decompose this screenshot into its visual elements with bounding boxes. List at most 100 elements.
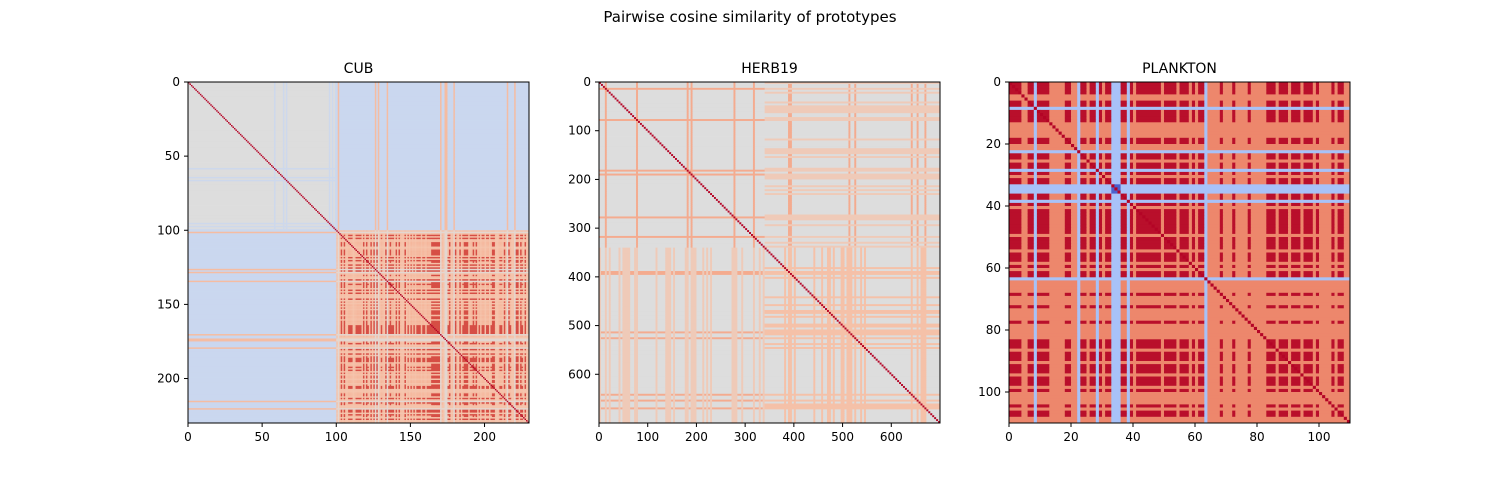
- heatmap-cell-run: [284, 90, 287, 93]
- heatmap-cell-run: [377, 98, 380, 101]
- heatmap-cell-run: [374, 136, 377, 139]
- heatmap-cell-run: [441, 142, 445, 145]
- heatmap-cell-run: [188, 113, 220, 116]
- heatmap-cell-run: [514, 96, 517, 99]
- heatmap-cell-run: [337, 104, 340, 107]
- heatmap-cell-run: [508, 105, 515, 108]
- heatmap-cell-run: [506, 135, 509, 138]
- heatmap-cell-run: [334, 132, 337, 135]
- heatmap-cell-run: [205, 98, 275, 101]
- heatmap-cell-run: [273, 111, 276, 114]
- heatmap-cell-run: [506, 119, 509, 121]
- heatmap-cell-run: [444, 86, 448, 89]
- heatmap-cell-run: [508, 82, 515, 84]
- heatmap-cell-run: [508, 92, 515, 95]
- heatmap-cell-run: [386, 111, 389, 114]
- heatmap-cell-run: [226, 119, 275, 121]
- heatmap-cell-run: [515, 138, 529, 141]
- heatmap-cell-run: [229, 122, 275, 124]
- heatmap-cell-run: [331, 89, 334, 92]
- heatmap-cell-run: [330, 96, 333, 99]
- heatmap-cell-run: [388, 104, 441, 107]
- heatmap-cell-run: [515, 125, 529, 127]
- heatmap-cell-run: [287, 123, 330, 126]
- heatmap-cell-run: [441, 132, 445, 135]
- heatmap-cell-run: [453, 111, 456, 114]
- heatmap-cell-run: [336, 132, 339, 135]
- heatmap-cell-run: [506, 95, 509, 98]
- heatmap-cell-run: [336, 145, 339, 148]
- heatmap-cell-run: [441, 122, 445, 124]
- heatmap-cell-run: [188, 144, 251, 147]
- heatmap-cell-run: [339, 127, 376, 130]
- heatmap-cell-run: [284, 144, 287, 147]
- heatmap-cell-run: [242, 136, 245, 139]
- heatmap-cell-run: [337, 127, 340, 130]
- heatmap-cell-run: [374, 144, 377, 147]
- heatmap-cell-run: [336, 144, 339, 147]
- heatmap-cell-run: [506, 87, 509, 90]
- heatmap-cell-run: [440, 116, 442, 118]
- heatmap-cell-run: [328, 126, 331, 129]
- heatmap-cell-run: [453, 142, 456, 145]
- heatmap-cell-run: [333, 105, 336, 108]
- heatmap-cell-run: [328, 119, 331, 121]
- heatmap-cell-run: [440, 107, 442, 110]
- heatmap-cell-run: [339, 92, 376, 95]
- heatmap-cell-run: [333, 138, 336, 141]
- heatmap-cell-run: [453, 87, 456, 90]
- heatmap-cell-run: [440, 96, 442, 99]
- heatmap-cell-run: [454, 89, 508, 92]
- heatmap-cell-run: [244, 138, 247, 141]
- heatmap-cell-run: [233, 126, 275, 129]
- heatmap-cell-run: [388, 102, 441, 105]
- heatmap-cell-run: [508, 116, 515, 118]
- heatmap-cell-run: [454, 111, 508, 114]
- heatmap-cell-run: [284, 117, 287, 120]
- heatmap-cell-run: [275, 135, 284, 138]
- heatmap-cell-run: [336, 90, 339, 93]
- heatmap-cell-run: [285, 123, 288, 126]
- heatmap-cell-run: [386, 95, 389, 98]
- heatmap-cell-run: [333, 82, 336, 84]
- heatmap-cell-run: [376, 107, 379, 110]
- heatmap-cell-run: [374, 130, 377, 133]
- heatmap-cell-run: [241, 133, 275, 136]
- heatmap-cell-run: [337, 117, 340, 120]
- heatmap-cell-run: [440, 136, 442, 139]
- heatmap-cell-run: [506, 142, 509, 145]
- heatmap-cell-run: [337, 98, 340, 101]
- heatmap-cell-run: [228, 122, 230, 124]
- heatmap-cell-run: [514, 111, 517, 114]
- heatmap-cell-run: [273, 116, 276, 118]
- heatmap-cell-run: [285, 83, 288, 86]
- heatmap-cell-run: [284, 101, 287, 104]
- heatmap-cell-run: [275, 122, 284, 124]
- heatmap-cell-run: [441, 95, 445, 98]
- heatmap-cell-run: [339, 113, 376, 116]
- heatmap-cell-run: [454, 98, 508, 101]
- heatmap-cell-run: [333, 123, 336, 126]
- heatmap-cell-run: [386, 110, 389, 113]
- heatmap-cell-run: [386, 86, 389, 89]
- heatmap-cell-run: [440, 144, 442, 147]
- heatmap-cell-run: [515, 101, 529, 104]
- heatmap-cell-run: [328, 122, 331, 124]
- heatmap-cell-run: [331, 120, 334, 123]
- heatmap-cell-run: [336, 125, 339, 127]
- heatmap-cell-run: [334, 96, 337, 99]
- heatmap-cell-run: [447, 86, 454, 89]
- heatmap-cell-run: [376, 99, 379, 102]
- heatmap-cell-run: [284, 82, 287, 84]
- heatmap-cell-run: [441, 139, 445, 142]
- heatmap-cell-run: [282, 119, 285, 121]
- heatmap-cell-run: [336, 123, 339, 126]
- heatmap-cell-run: [226, 120, 229, 123]
- heatmap-cell-run: [447, 117, 454, 120]
- heatmap-cell-run: [508, 107, 515, 110]
- heatmap-cell-run: [210, 102, 275, 105]
- heatmap-cell-run: [275, 87, 284, 90]
- heatmap-cell-run: [454, 126, 508, 129]
- heatmap-cell-run: [376, 104, 379, 107]
- heatmap-cell-run: [333, 126, 336, 129]
